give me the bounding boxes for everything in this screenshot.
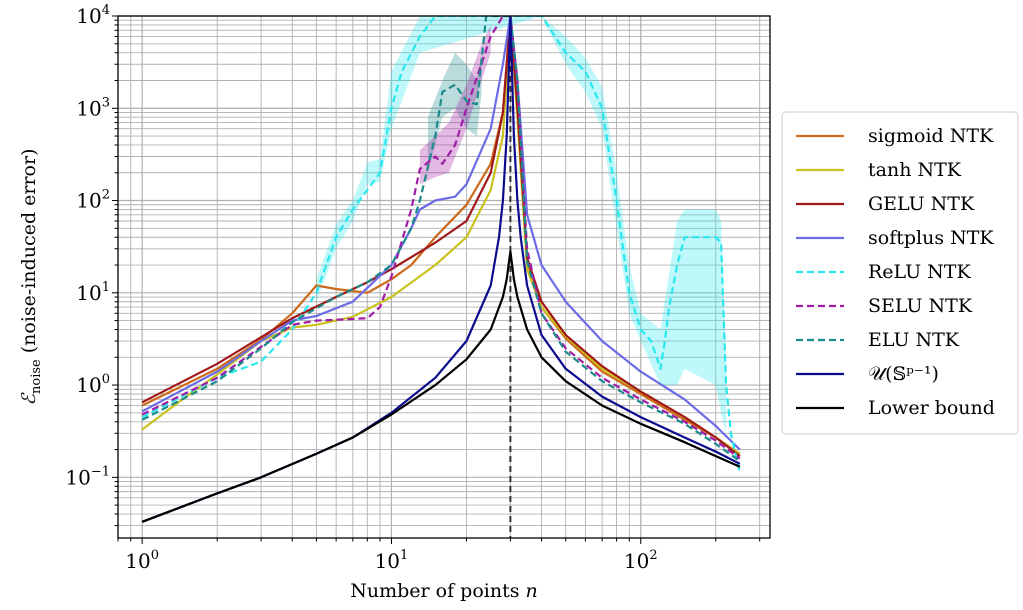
- series-lines: [141, 16, 741, 523]
- y-tick-label: 102: [76, 188, 110, 213]
- band-selu-ntk: [419, 24, 491, 185]
- legend: sigmoid NTK tanh NTK GELU NTK softplus NTK R…: [781, 111, 1019, 435]
- x-tick-label: 102: [624, 548, 658, 573]
- y-tick-label: 100: [76, 372, 110, 397]
- legend-box: [781, 111, 1019, 435]
- bands: [316, 16, 727, 434]
- x-tick-label: 100: [125, 548, 159, 573]
- legend-label-4: ReLU NTK: [868, 261, 971, 283]
- series-line-5: [141, 16, 741, 460]
- legend-label-7: 𝒰(𝕊ᵖ⁻¹): [868, 363, 939, 385]
- y-tick-label: 101: [76, 280, 110, 305]
- series-line-0: [141, 16, 741, 455]
- series-line-2: [141, 16, 741, 457]
- x-axis-label-var: n: [526, 580, 538, 602]
- y-axis-label-sub: noise: [29, 359, 44, 394]
- plot-frame: [117, 15, 771, 539]
- legend-label-5: SELU NTK: [868, 295, 973, 317]
- legend-label-6: ELU NTK: [868, 329, 960, 351]
- y-axis-label-text: (noise-induced error): [18, 149, 40, 354]
- legend-label-0: sigmoid NTK: [868, 125, 994, 147]
- y-tick-label: 103: [76, 95, 110, 120]
- legend-label-8: Lower bound: [868, 397, 995, 419]
- legend-label-1: tanh NTK: [868, 159, 962, 181]
- x-axis-label: Number of points n: [350, 580, 538, 602]
- series-line-6: [141, 16, 741, 462]
- legend-label-2: GELU NTK: [868, 193, 975, 215]
- series-line-1: [141, 16, 741, 455]
- series-line-3: [141, 16, 741, 451]
- y-tick-label: 10−1: [65, 464, 110, 489]
- series-line-4: [141, 16, 741, 474]
- y-axis-label: ℰnoise (noise-induced error): [18, 149, 44, 406]
- band-relu-ntk: [316, 16, 727, 434]
- band-elu-ntk: [427, 52, 482, 173]
- y-axis-label-symbol: ℰ: [18, 391, 40, 405]
- x-axis-label-text: Number of points: [350, 580, 525, 602]
- x-tick-label: 101: [375, 548, 409, 573]
- ticks: 100 101 102 10−1 100 101 102 103 104: [65, 3, 761, 573]
- legend-label-3: softplus NTK: [868, 227, 994, 249]
- y-tick-label: 104: [76, 3, 110, 28]
- series-line-8: [141, 250, 741, 523]
